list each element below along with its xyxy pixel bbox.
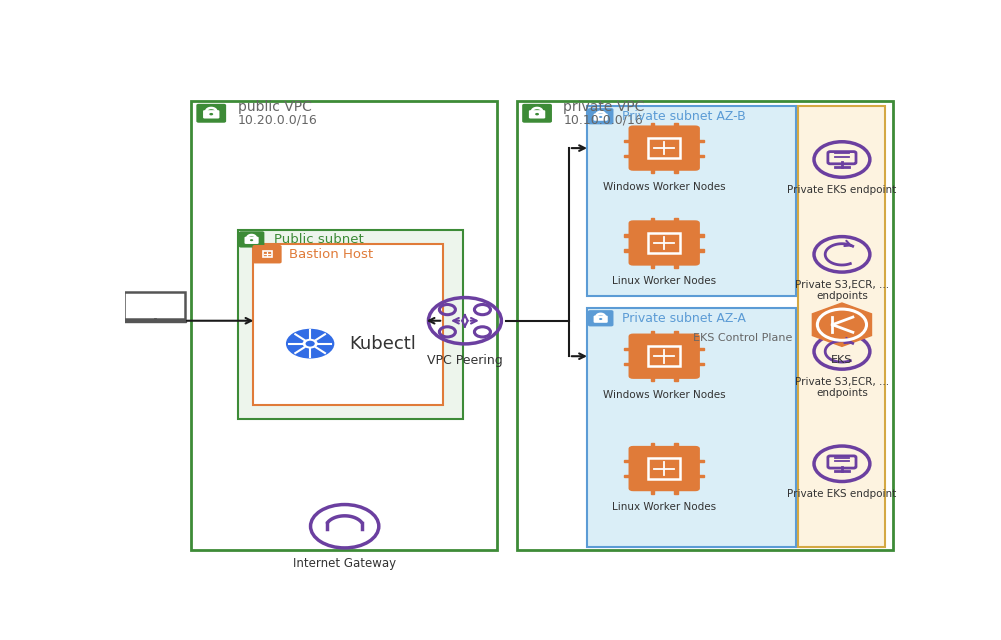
FancyBboxPatch shape: [799, 106, 885, 547]
Text: 10.10.0.0/16: 10.10.0.0/16: [564, 113, 644, 126]
Text: VPC Peering: VPC Peering: [427, 355, 503, 367]
FancyBboxPatch shape: [629, 446, 700, 492]
FancyBboxPatch shape: [203, 110, 219, 118]
Text: endpoints: endpoints: [816, 388, 868, 398]
Bar: [625, 154, 634, 157]
Circle shape: [209, 113, 213, 115]
Text: Linux Worker Nodes: Linux Worker Nodes: [613, 276, 717, 287]
Bar: [625, 250, 634, 252]
Bar: [675, 331, 678, 337]
Bar: [651, 218, 654, 223]
Text: Private S3,ECR, ...: Private S3,ECR, ...: [795, 280, 889, 290]
Bar: [625, 475, 634, 477]
Text: EKS Control Plane: EKS Control Plane: [693, 333, 793, 343]
Circle shape: [302, 339, 318, 349]
FancyBboxPatch shape: [252, 245, 281, 264]
FancyBboxPatch shape: [648, 346, 681, 367]
Text: private VPC: private VPC: [564, 100, 645, 114]
Bar: [625, 234, 634, 237]
FancyBboxPatch shape: [629, 125, 700, 171]
Bar: [625, 348, 634, 350]
FancyBboxPatch shape: [244, 237, 258, 244]
Bar: [675, 262, 678, 268]
Bar: [696, 234, 704, 237]
FancyBboxPatch shape: [648, 138, 681, 158]
FancyBboxPatch shape: [239, 231, 264, 248]
Text: Private EKS endpoint: Private EKS endpoint: [788, 185, 897, 195]
Circle shape: [599, 116, 603, 118]
Text: endpoints: endpoints: [816, 291, 868, 301]
Bar: [696, 460, 704, 462]
Bar: [651, 168, 654, 173]
Bar: [675, 488, 678, 494]
Bar: [651, 444, 654, 449]
FancyBboxPatch shape: [629, 220, 700, 266]
FancyBboxPatch shape: [588, 108, 614, 124]
Bar: [696, 154, 704, 157]
Bar: [625, 363, 634, 365]
Bar: [675, 444, 678, 449]
Polygon shape: [813, 303, 872, 346]
Text: Windows Worker Nodes: Windows Worker Nodes: [603, 182, 726, 191]
Bar: [625, 460, 634, 462]
Text: Linux Worker Nodes: Linux Worker Nodes: [613, 502, 717, 512]
Bar: [696, 348, 704, 350]
Bar: [123, 320, 186, 322]
FancyBboxPatch shape: [588, 310, 614, 326]
Circle shape: [284, 328, 335, 360]
Circle shape: [250, 239, 253, 241]
FancyBboxPatch shape: [262, 252, 271, 257]
Bar: [675, 123, 678, 129]
Text: Public subnet: Public subnet: [274, 233, 363, 246]
FancyBboxPatch shape: [523, 104, 552, 123]
Bar: [651, 488, 654, 494]
FancyBboxPatch shape: [587, 308, 796, 547]
Text: Internet Gateway: Internet Gateway: [293, 557, 396, 570]
Bar: [696, 363, 704, 365]
Bar: [675, 168, 678, 173]
Text: Private EKS endpoint: Private EKS endpoint: [788, 490, 897, 499]
Circle shape: [305, 340, 314, 347]
FancyBboxPatch shape: [594, 113, 608, 121]
Circle shape: [599, 318, 603, 320]
FancyBboxPatch shape: [517, 101, 893, 550]
FancyBboxPatch shape: [529, 110, 546, 118]
Text: 10.20.0.0/16: 10.20.0.0/16: [237, 113, 317, 126]
Bar: [625, 140, 634, 141]
Text: Private subnet AZ-A: Private subnet AZ-A: [623, 312, 747, 324]
FancyBboxPatch shape: [196, 104, 226, 123]
Text: Private S3,ECR, ...: Private S3,ECR, ...: [795, 377, 889, 387]
FancyBboxPatch shape: [648, 458, 681, 479]
Text: Private subnet AZ-B: Private subnet AZ-B: [623, 109, 746, 123]
Bar: [675, 376, 678, 381]
Bar: [651, 376, 654, 381]
Text: public VPC: public VPC: [237, 100, 311, 114]
FancyBboxPatch shape: [594, 316, 608, 323]
FancyBboxPatch shape: [587, 106, 796, 296]
Bar: [675, 218, 678, 223]
FancyBboxPatch shape: [124, 292, 185, 319]
FancyBboxPatch shape: [253, 244, 443, 404]
FancyBboxPatch shape: [237, 230, 462, 419]
Bar: [696, 250, 704, 252]
FancyBboxPatch shape: [648, 233, 681, 253]
Circle shape: [536, 113, 539, 115]
Text: EKS: EKS: [831, 355, 853, 365]
FancyBboxPatch shape: [629, 333, 700, 379]
Bar: [651, 123, 654, 129]
Text: Bastion Host: Bastion Host: [289, 248, 373, 260]
FancyBboxPatch shape: [191, 101, 497, 550]
Text: Windows Worker Nodes: Windows Worker Nodes: [603, 390, 726, 400]
Bar: [651, 262, 654, 268]
Bar: [696, 140, 704, 141]
Bar: [696, 475, 704, 477]
Bar: [651, 331, 654, 337]
Text: Kubectl: Kubectl: [349, 335, 415, 353]
